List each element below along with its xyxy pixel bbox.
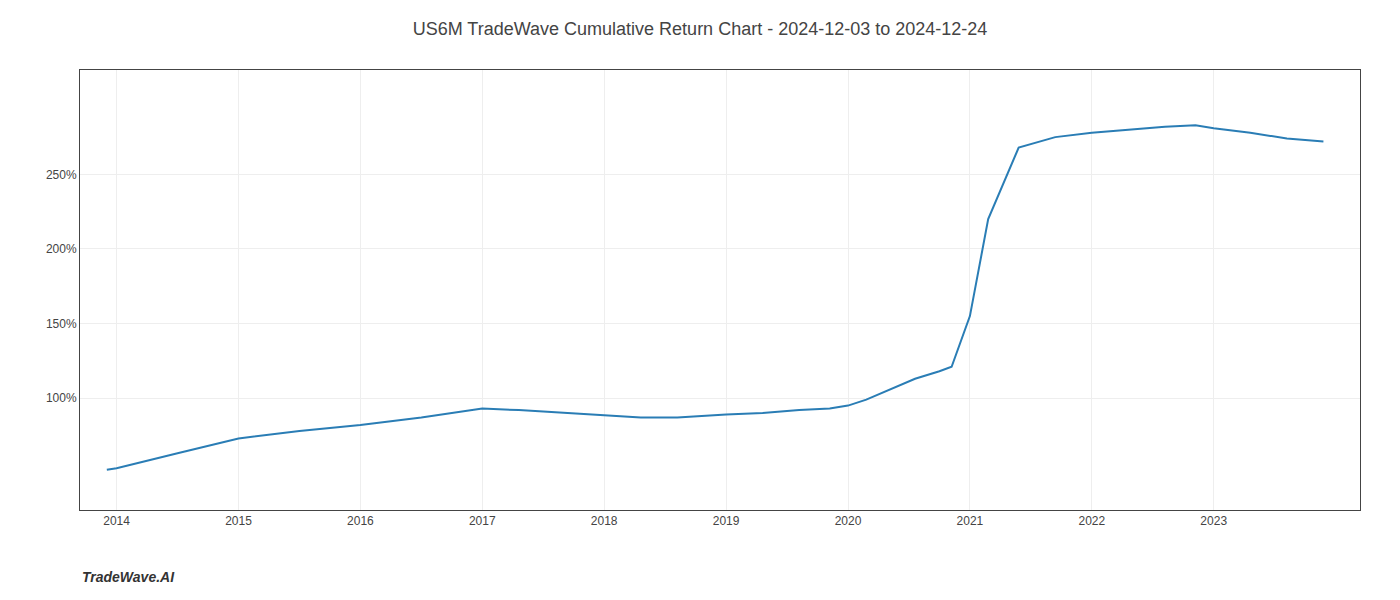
svg-text:2017: 2017 (469, 514, 496, 528)
svg-text:2023: 2023 (1200, 514, 1227, 528)
svg-text:150%: 150% (46, 317, 77, 331)
svg-text:2020: 2020 (835, 514, 862, 528)
svg-text:250%: 250% (46, 168, 77, 182)
svg-text:2022: 2022 (1078, 514, 1105, 528)
svg-text:200%: 200% (46, 242, 77, 256)
svg-text:2018: 2018 (591, 514, 618, 528)
svg-text:2015: 2015 (225, 514, 252, 528)
svg-text:2016: 2016 (347, 514, 374, 528)
svg-text:2014: 2014 (103, 514, 130, 528)
svg-text:2021: 2021 (957, 514, 984, 528)
svg-text:US6M TradeWave Cumulative Retu: US6M TradeWave Cumulative Return Chart -… (413, 19, 988, 39)
svg-text:TradeWave.AI: TradeWave.AI (82, 569, 175, 585)
svg-text:100%: 100% (46, 391, 77, 405)
svg-text:2019: 2019 (713, 514, 740, 528)
